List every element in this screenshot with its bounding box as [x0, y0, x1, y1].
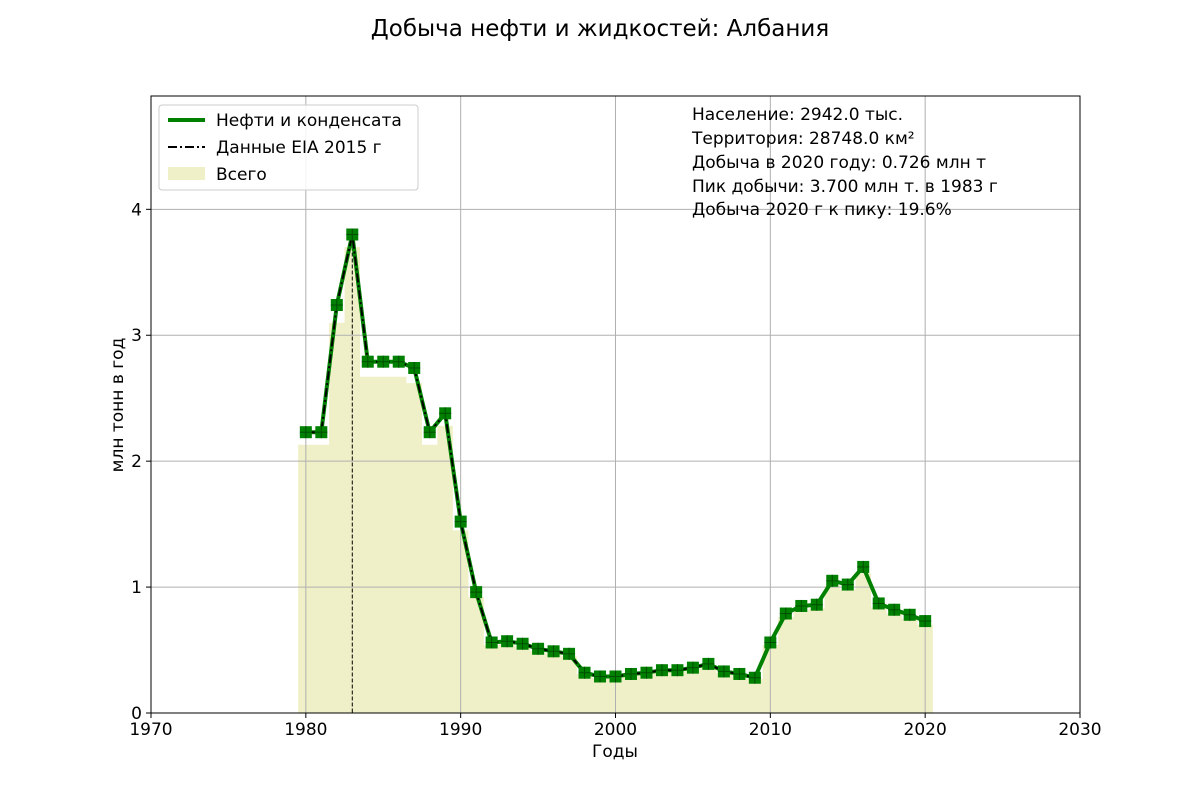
legend-label-total: Всего: [216, 165, 267, 185]
info-peak: Пик добычи: 3.700 млн т. в 1983 г: [692, 177, 998, 197]
y-axis-ticks: 0 1 2 3 4: [131, 200, 151, 724]
y-tick-label: 0: [131, 704, 142, 724]
x-tick-label: 1970: [129, 720, 172, 740]
chart-title: Добыча нефти и жидкостей: Албания: [371, 16, 829, 42]
y-tick-label: 2: [131, 452, 142, 472]
total-area: [298, 247, 933, 713]
x-axis-label: Годы: [592, 742, 638, 762]
info-panel: Население: 2942.0 тыс. Территория: 28748…: [691, 105, 998, 220]
y-axis-label: млн тонн в год: [108, 338, 128, 473]
x-axis-ticks: 1970 1980 1990 2000 2010 2020 2030: [129, 713, 1102, 740]
info-production-2020: Добыча в 2020 году: 0.726 млн т: [692, 153, 986, 173]
series-line-eia: [305, 234, 756, 679]
info-population: Население: 2942.0 тыс.: [692, 105, 903, 125]
y-tick-label: 1: [131, 578, 142, 598]
y-tick-label: 3: [131, 326, 142, 346]
legend-swatch-total: [168, 167, 205, 180]
x-tick-label: 2010: [749, 720, 792, 740]
legend-label-oil: Нефти и конденсата: [216, 111, 402, 131]
info-territory: Территория: 28748.0 км²: [691, 129, 915, 149]
series-markers: [299, 228, 932, 684]
legend: Нефти и конденсата Данные EIA 2015 г Все…: [158, 104, 419, 191]
info-ratio: Добыча 2020 г к пику: 19.6%: [692, 200, 952, 220]
legend-label-eia: Данные EIA 2015 г: [216, 138, 382, 158]
y-tick-label: 4: [131, 200, 142, 220]
legend-box: [158, 104, 419, 191]
x-tick-label: 1980: [284, 720, 327, 740]
x-tick-label: 2020: [904, 720, 947, 740]
x-tick-label: 2000: [594, 720, 637, 740]
x-tick-label: 1990: [439, 720, 482, 740]
total-area-fill: [298, 247, 933, 713]
x-tick-label: 2030: [1058, 720, 1101, 740]
